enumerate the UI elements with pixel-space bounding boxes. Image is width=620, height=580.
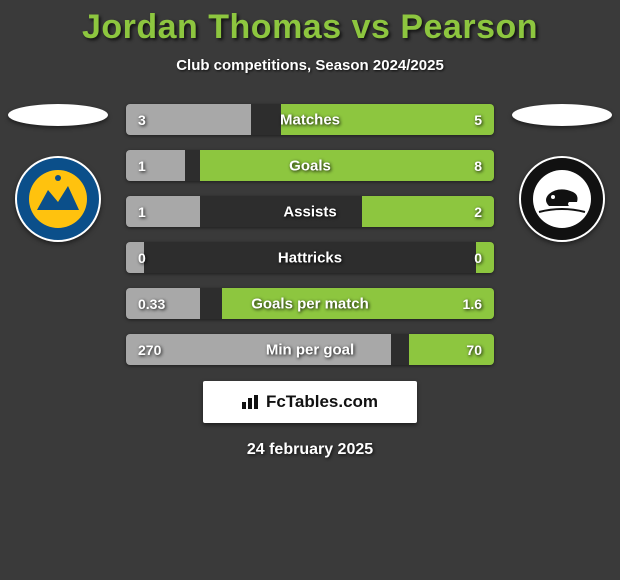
stat-bar-right	[200, 150, 494, 181]
stat-row: 3 5 Matches	[126, 104, 494, 135]
comparison-body: 3 5 Matches 1 8 Goals 1 2 Assists 0 0 Hattricks 0.33…	[0, 104, 620, 365]
footer-date: 24 february 2025	[0, 441, 620, 459]
left-player-name-plate	[8, 104, 108, 126]
bar-chart-icon	[242, 395, 262, 409]
stat-value-left: 0	[138, 250, 146, 266]
stat-row: 0 0 Hattricks	[126, 242, 494, 273]
stat-value-right: 70	[466, 342, 482, 358]
brand-label: FcTables.com	[266, 392, 378, 412]
stat-bar-left	[126, 150, 185, 181]
right-player-side	[512, 104, 612, 242]
stat-value-right: 2	[474, 204, 482, 220]
stat-value-right: 8	[474, 158, 482, 174]
stat-label: Goals per match	[251, 295, 369, 312]
stat-value-left: 1	[138, 204, 146, 220]
stat-value-left: 1	[138, 158, 146, 174]
stat-value-right: 1.6	[463, 296, 482, 312]
stat-row: 270 70 Min per goal	[126, 334, 494, 365]
stat-label: Goals	[289, 157, 331, 174]
brand-footer[interactable]: FcTables.com	[203, 381, 417, 423]
left-team-badge	[15, 156, 101, 242]
stat-row: 1 2 Assists	[126, 196, 494, 227]
comparison-title: Jordan Thomas vs Pearson	[0, 8, 620, 47]
stat-value-left: 270	[138, 342, 161, 358]
stat-label: Hattricks	[278, 249, 342, 266]
stat-value-left: 3	[138, 112, 146, 128]
stats-column: 3 5 Matches 1 8 Goals 1 2 Assists 0 0 Hattricks 0.33…	[126, 104, 494, 365]
stat-label: Min per goal	[266, 341, 354, 358]
right-player-name-plate	[512, 104, 612, 126]
stat-value-right: 0	[474, 250, 482, 266]
right-team-badge	[519, 156, 605, 242]
left-player-side	[8, 104, 108, 242]
comparison-subtitle: Club competitions, Season 2024/2025	[0, 57, 620, 74]
stat-label: Assists	[283, 203, 336, 220]
torquay-badge-icon	[15, 156, 101, 242]
stat-row: 0.33 1.6 Goals per match	[126, 288, 494, 319]
stat-value-left: 0.33	[138, 296, 165, 312]
weston-badge-icon	[519, 156, 605, 242]
stat-value-right: 5	[474, 112, 482, 128]
stat-row: 1 8 Goals	[126, 150, 494, 181]
stat-label: Matches	[280, 111, 340, 128]
